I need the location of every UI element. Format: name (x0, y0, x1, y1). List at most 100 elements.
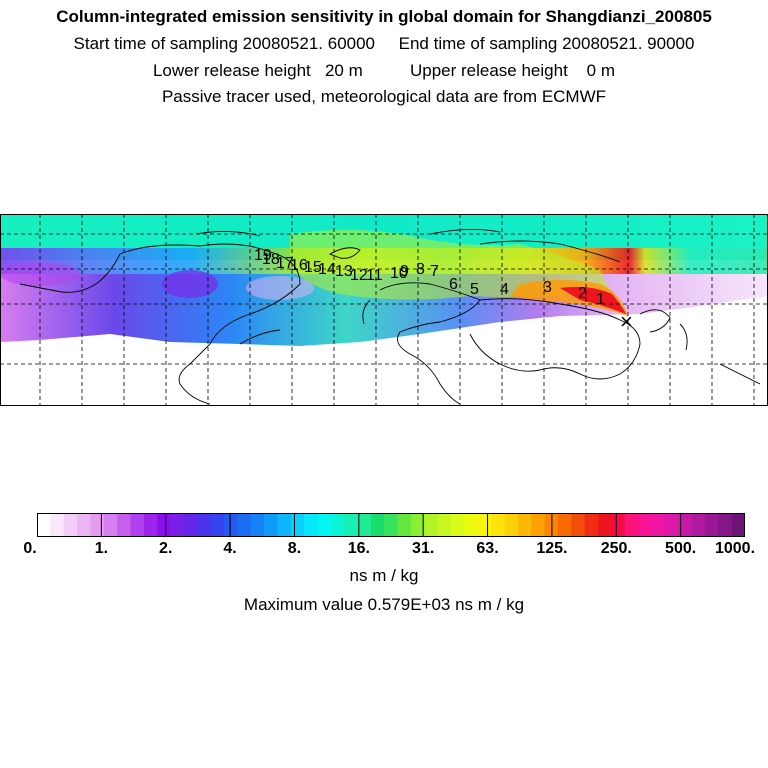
colorbar-cell (304, 513, 319, 537)
colorbar-tick-labels: 0. 1. 2. 4. 8. 16. 31. 63. 125. 250. 500. 1000. (0, 540, 768, 564)
colorbar-cell (277, 513, 292, 537)
trajectory-label: 7 (430, 263, 439, 280)
colorbar-cell (103, 513, 118, 537)
colorbar-cell (290, 513, 305, 537)
colorbar-cell (370, 513, 385, 537)
receptor-marker: × (620, 309, 633, 334)
trajectory-label: 17 (276, 255, 294, 272)
trajectory-label: 9 (400, 263, 409, 280)
colorbar-cell (197, 513, 212, 537)
plot-title: Column-integrated emission sensitivity i… (56, 7, 712, 26)
colorbar-cell (170, 513, 185, 537)
colorbar-tick-label: 8. (287, 540, 302, 557)
colorbar-cell (411, 513, 425, 537)
trajectory-label: 14 (318, 261, 336, 278)
colorbar-frame (37, 513, 745, 537)
eddy-atlantic (246, 276, 314, 300)
tracer-info-line: Passive tracer used, meteorological data… (161, 87, 607, 106)
colorbar-cell (397, 513, 412, 537)
plume-core (510, 280, 628, 316)
trajectory-label: 4 (500, 281, 509, 298)
trajectory-label: 3 (543, 279, 552, 296)
colorbar-cell (344, 513, 359, 537)
colorbar-cell (130, 513, 145, 537)
colorbar-tick-label: 2. (159, 540, 173, 557)
colorbar-cell (611, 513, 626, 537)
colorbar-cell (557, 513, 572, 537)
sampling-time-line: Start time of sampling 20080521. 60000 E… (73, 34, 695, 53)
trajectory-label: 16 (290, 257, 308, 274)
colorbar-tick-label: 500. (665, 540, 697, 557)
colorbar-cell (237, 513, 252, 537)
colorbar-units: ns m / kg (349, 566, 419, 585)
colorbar-cell (691, 513, 706, 537)
trajectory-label: 11 (366, 267, 383, 284)
colorbar-cell (584, 513, 599, 537)
plume-europe (290, 229, 610, 300)
colorbar-tick-label: 31. (412, 540, 435, 557)
colorbar-cell (517, 513, 532, 537)
colorbar-cell (477, 513, 492, 537)
colorbar-cell (264, 513, 279, 537)
colorbar-tick-label: 1. (94, 540, 109, 557)
trajectory-label: 5 (470, 281, 479, 298)
colorbar-tick-label: 125. (536, 540, 568, 557)
trajectory-label: 10 (390, 265, 408, 282)
colorbar-cell (638, 513, 653, 537)
colorbar-cell (531, 513, 546, 537)
colorbar-cell (464, 513, 479, 537)
colorbar-cell (451, 513, 466, 537)
colorbar-tick-label: 0. (23, 540, 37, 557)
trajectory-label: 19 (254, 247, 272, 264)
colorbar-cell (50, 513, 65, 537)
release-height-line: Lower release height 20 m Upper release … (152, 61, 616, 80)
colorbar-cell (37, 513, 51, 537)
colorbar-cell (664, 513, 679, 537)
graticule (0, 214, 768, 406)
colorbar-cell (330, 513, 345, 537)
colorbar-cell (63, 513, 78, 537)
max-value-text: Maximum value 0.579E+03 ns m / kg (243, 595, 525, 614)
eddy-north-america (162, 270, 218, 298)
colorbar-cell (678, 513, 693, 537)
colorbar-cell (143, 513, 158, 537)
colorbar-cell (90, 513, 105, 537)
colorbar-cell (651, 513, 666, 537)
colorbar-cell (210, 513, 225, 537)
trajectory-label: 12 (350, 267, 368, 284)
colorbar-cell (77, 513, 92, 537)
trajectory-label: 13 (335, 263, 353, 280)
colorbar-cell (384, 513, 399, 537)
colorbar-tick-label: 16. (347, 540, 370, 557)
colorbar-tick-label: 250. (600, 540, 632, 557)
colorbar-tick-label: 1000. (714, 540, 756, 557)
colorbar-cell (491, 513, 506, 537)
colorbar-cell (598, 513, 613, 537)
trajectory-label: 15 (304, 259, 322, 276)
colorbar-cell (718, 513, 733, 537)
plume-peak (560, 286, 626, 314)
trajectory-label: 2 (578, 285, 587, 302)
colorbar-cell (357, 513, 372, 537)
colorbar-cell (437, 513, 452, 537)
colorbar-cell (624, 513, 639, 537)
colorbar-cell (224, 513, 238, 537)
colorbar-cell (250, 513, 265, 537)
trajectory-label: 8 (416, 261, 425, 278)
colorbar-tick-label: 63. (476, 540, 499, 557)
colorbar-cell (571, 513, 586, 537)
trajectory-label: 18 (262, 251, 280, 268)
colorbar-tick-label: 4. (223, 540, 237, 557)
colorbar-cell (504, 513, 519, 537)
colorbar-cell (704, 513, 719, 537)
colorbar-cell (424, 513, 439, 537)
colorbar-cell (117, 513, 132, 537)
coastlines (19, 228, 761, 405)
trajectory-label: 1 (596, 291, 605, 308)
colorbar-cell (183, 513, 198, 537)
colorbar-cell (317, 513, 332, 537)
colorbar-cell (157, 513, 172, 537)
trajectory-label: 6 (449, 276, 458, 293)
